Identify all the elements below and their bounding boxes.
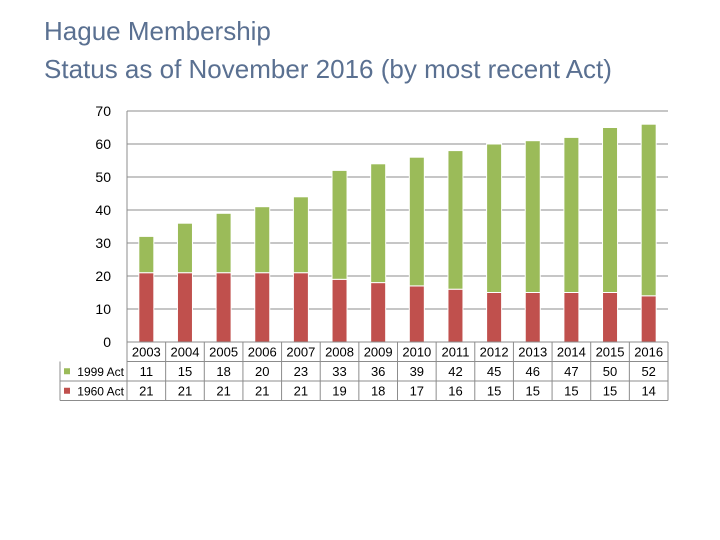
data-label: 15 — [487, 384, 501, 399]
data-label: 15 — [564, 384, 578, 399]
y-tick-label: 50 — [95, 169, 111, 185]
x-tick-label: 2009 — [364, 345, 393, 360]
x-tick-label: 2013 — [518, 345, 547, 360]
bar-segment — [602, 292, 619, 343]
y-tick-label: 70 — [95, 103, 111, 119]
data-label: 18 — [216, 364, 230, 379]
y-axis: 0 10 20 30 40 50 60 70 — [95, 103, 128, 350]
bar-segment — [176, 272, 193, 343]
bar-segment — [563, 292, 580, 343]
x-tick-label: 2003 — [132, 345, 161, 360]
bar-segment — [486, 292, 503, 343]
x-tick-label: 2011 — [441, 345, 469, 360]
data-label: 14 — [641, 384, 655, 399]
bar-segment — [292, 272, 309, 343]
data-label: 45 — [487, 364, 501, 379]
y-tick-label: 60 — [95, 136, 111, 152]
bar-segment — [602, 127, 619, 293]
x-tick-label: 2015 — [596, 345, 625, 360]
bar-segment — [138, 272, 155, 343]
data-label: 17 — [410, 384, 424, 399]
x-tick-label: 2014 — [557, 345, 586, 360]
data-label: 50 — [603, 364, 617, 379]
x-tick-label: 2016 — [634, 345, 663, 360]
legend-swatch — [64, 387, 70, 394]
y-tick-label: 0 — [103, 334, 111, 350]
legend-label: 1960 Act — [77, 385, 124, 399]
bar-segment — [254, 272, 271, 343]
data-table: 2003 2004 2005 2006 2007 2008 2009 2010 2011 2012… — [59, 341, 669, 401]
bar-segment — [524, 292, 541, 343]
data-label: 33 — [332, 364, 346, 379]
bar-segment — [370, 282, 387, 343]
x-tick-label: 2004 — [171, 345, 200, 360]
data-label: 15 — [603, 384, 617, 399]
x-tick-label: 2010 — [402, 345, 431, 360]
bar-segment — [447, 288, 464, 343]
data-label: 18 — [371, 384, 385, 399]
y-tick-label: 30 — [95, 235, 111, 251]
bar-segment — [138, 235, 155, 274]
data-label: 47 — [564, 364, 578, 379]
data-label: 52 — [641, 364, 655, 379]
bar-segment — [331, 278, 348, 343]
bar-segment — [408, 156, 425, 287]
data-label: 21 — [178, 384, 192, 399]
bar-segment — [640, 123, 657, 297]
bar-segment — [215, 272, 232, 343]
bar-segment — [254, 206, 271, 274]
chart-subtitle: Status as of November 2016 (by most rece… — [44, 54, 612, 84]
data-label: 15 — [526, 384, 540, 399]
x-tick-label: 2005 — [209, 345, 238, 360]
data-label: 16 — [448, 384, 462, 399]
data-label: 21 — [216, 384, 230, 399]
bar-segment — [408, 285, 425, 343]
bar-segment — [563, 136, 580, 293]
bar-segment — [331, 169, 348, 280]
bar-segment — [524, 140, 541, 293]
data-label: 20 — [255, 364, 269, 379]
data-label: 46 — [526, 364, 540, 379]
bar-segment — [447, 150, 464, 290]
data-label: 23 — [294, 364, 308, 379]
x-tick-label: 2012 — [480, 345, 509, 360]
data-label: 21 — [294, 384, 308, 399]
gridlines — [127, 110, 668, 310]
bar-segment — [370, 163, 387, 284]
x-tick-label: 2007 — [286, 345, 315, 360]
y-tick-label: 20 — [95, 268, 111, 284]
bar-segment — [215, 212, 232, 274]
data-label: 19 — [332, 384, 346, 399]
bar-segment — [486, 143, 503, 293]
data-label: 21 — [139, 384, 153, 399]
data-label: 11 — [140, 364, 154, 379]
y-tick-label: 10 — [95, 301, 111, 317]
data-label: 36 — [371, 364, 385, 379]
bar-segment — [176, 222, 193, 274]
legend-label: 1999 Act — [77, 365, 124, 379]
data-label: 39 — [410, 364, 424, 379]
data-label: 15 — [178, 364, 192, 379]
data-label: 42 — [448, 364, 462, 379]
legend-swatch — [64, 368, 70, 375]
bar-segment — [640, 295, 657, 343]
data-label: 21 — [255, 384, 269, 399]
chart-title: Hague Membership — [44, 16, 271, 46]
x-tick-label: 2008 — [325, 345, 354, 360]
y-tick-label: 40 — [95, 202, 111, 218]
x-tick-label: 2006 — [248, 345, 277, 360]
bar-segment — [292, 196, 309, 274]
